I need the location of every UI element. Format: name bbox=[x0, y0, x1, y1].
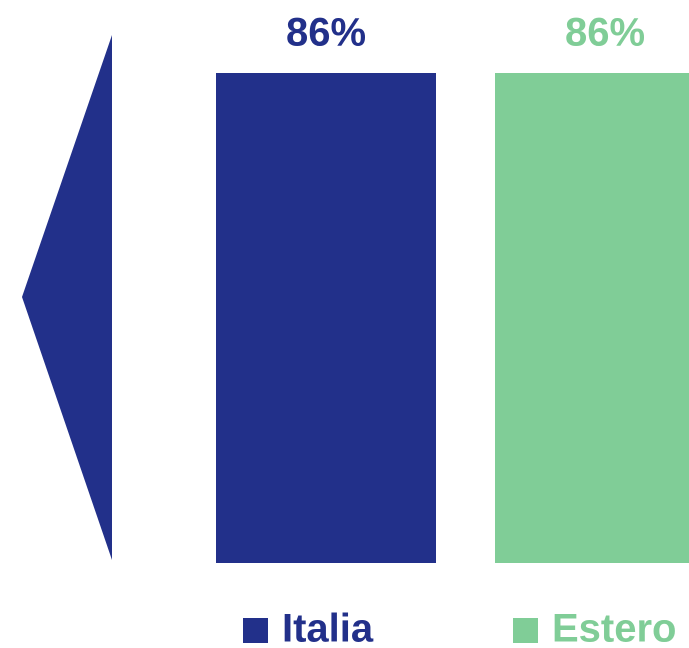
legend-swatch bbox=[513, 618, 538, 643]
arrow-decoration bbox=[22, 35, 112, 560]
legend-label: Italia bbox=[282, 607, 374, 648]
bar bbox=[216, 73, 436, 563]
value-label: 86% bbox=[565, 11, 645, 55]
value-label: 86% bbox=[286, 11, 366, 55]
legend-label: Estero bbox=[552, 607, 677, 648]
bar bbox=[495, 73, 689, 563]
legend-swatch bbox=[243, 618, 268, 643]
